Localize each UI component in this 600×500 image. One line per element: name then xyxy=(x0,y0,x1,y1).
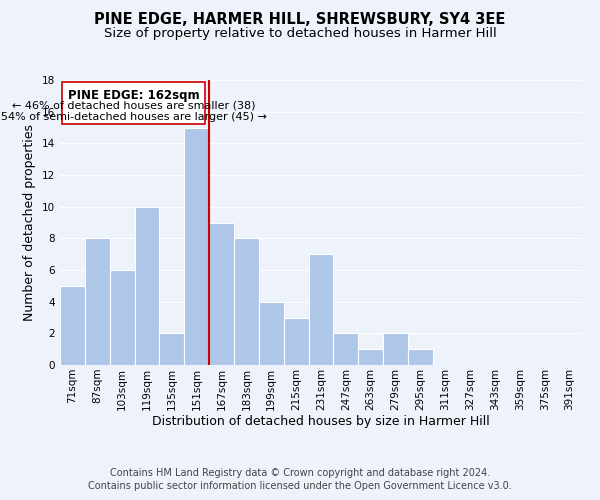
Y-axis label: Number of detached properties: Number of detached properties xyxy=(23,124,37,321)
FancyBboxPatch shape xyxy=(62,82,205,124)
Bar xyxy=(284,318,308,365)
Text: Contains public sector information licensed under the Open Government Licence v3: Contains public sector information licen… xyxy=(88,481,512,491)
Bar xyxy=(134,206,160,365)
Bar xyxy=(160,334,184,365)
Text: 54% of semi-detached houses are larger (45) →: 54% of semi-detached houses are larger (… xyxy=(1,112,266,122)
Bar xyxy=(60,286,85,365)
X-axis label: Distribution of detached houses by size in Harmer Hill: Distribution of detached houses by size … xyxy=(152,416,490,428)
Text: Size of property relative to detached houses in Harmer Hill: Size of property relative to detached ho… xyxy=(104,28,496,40)
Bar xyxy=(234,238,259,365)
Bar xyxy=(184,128,209,365)
Bar xyxy=(259,302,284,365)
Bar xyxy=(358,349,383,365)
Text: PINE EDGE: 162sqm: PINE EDGE: 162sqm xyxy=(68,88,200,102)
Text: Contains HM Land Registry data © Crown copyright and database right 2024.: Contains HM Land Registry data © Crown c… xyxy=(110,468,490,477)
Bar xyxy=(308,254,334,365)
Bar xyxy=(209,222,234,365)
Text: PINE EDGE, HARMER HILL, SHREWSBURY, SY4 3EE: PINE EDGE, HARMER HILL, SHREWSBURY, SY4 … xyxy=(94,12,506,28)
Bar xyxy=(383,334,408,365)
Bar xyxy=(334,334,358,365)
Bar xyxy=(408,349,433,365)
Bar xyxy=(85,238,110,365)
Bar xyxy=(110,270,134,365)
Text: ← 46% of detached houses are smaller (38): ← 46% of detached houses are smaller (38… xyxy=(12,100,256,110)
